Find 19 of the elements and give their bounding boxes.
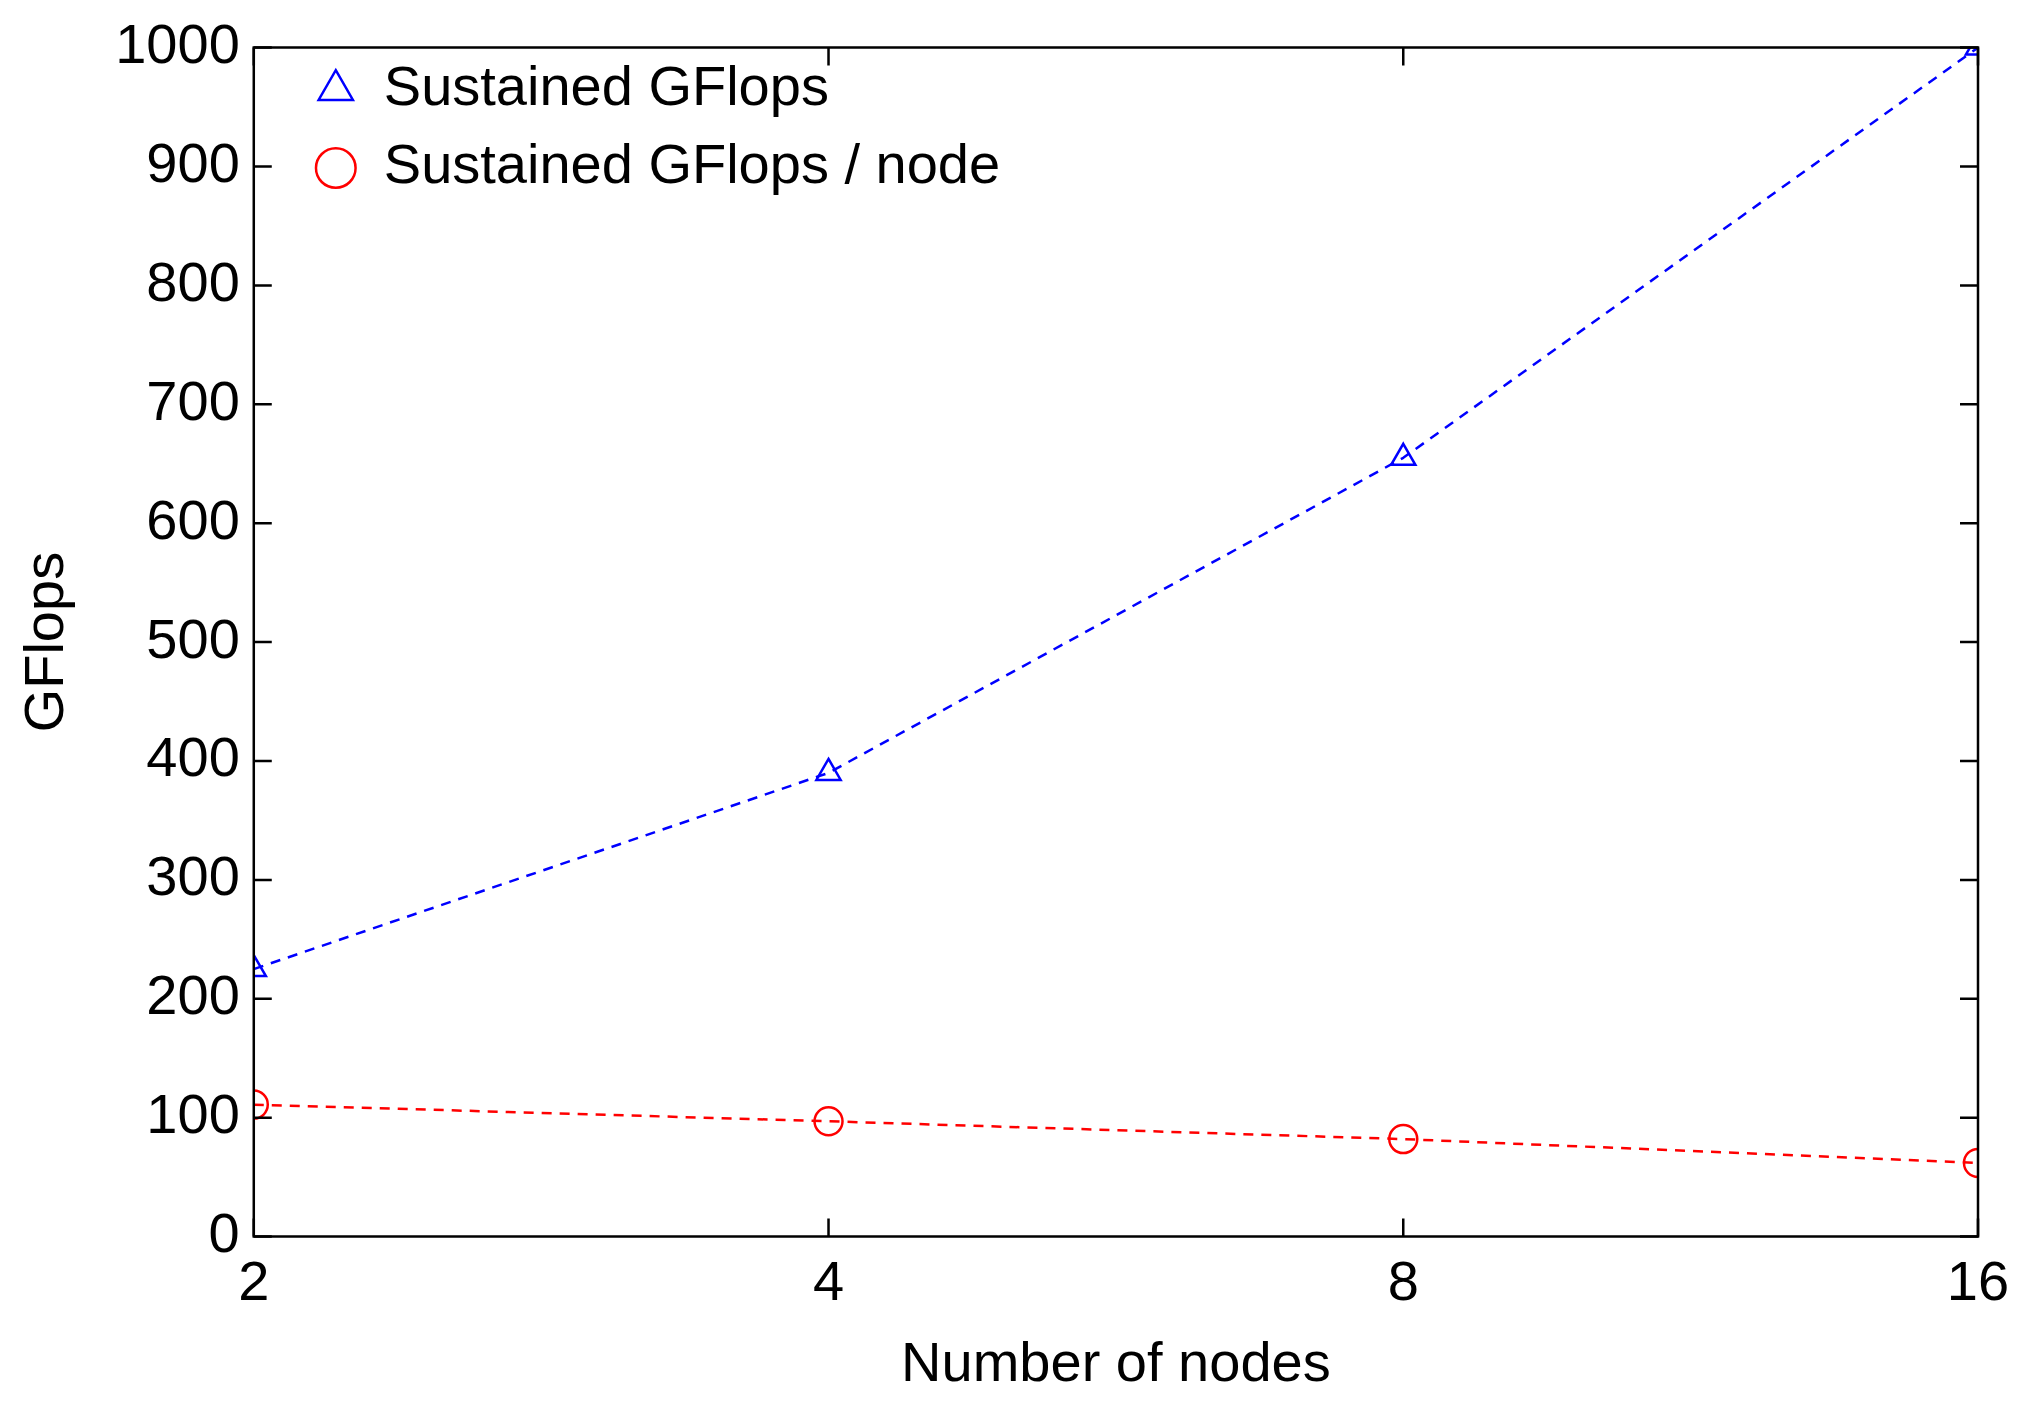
x-axis-title: Number of nodes	[901, 1329, 1331, 1393]
y-tick-label: 400	[146, 725, 240, 789]
y-tick-label: 300	[146, 844, 240, 908]
y-tick-label: 200	[146, 963, 240, 1027]
y-tick-label: 1000	[115, 12, 240, 76]
y-tick-label: 700	[146, 368, 240, 432]
x-tick-label: 2	[238, 1248, 270, 1312]
legend-label: Sustained GFlops	[383, 54, 829, 118]
y-axis-title: GFlops	[12, 551, 76, 733]
legend-label: Sustained GFlops / node	[383, 132, 1001, 196]
y-tick-label: 800	[146, 249, 240, 313]
y-tick-label: 600	[146, 487, 240, 551]
x-tick-label: 8	[1387, 1248, 1419, 1312]
y-tick-label: 500	[146, 606, 240, 670]
y-tick-label: 0	[208, 1201, 240, 1265]
y-tick-label: 900	[146, 130, 240, 194]
x-tick-label: 4	[812, 1248, 845, 1312]
y-tick-label: 100	[146, 1082, 240, 1146]
x-tick-label: 16	[1946, 1248, 2010, 1312]
